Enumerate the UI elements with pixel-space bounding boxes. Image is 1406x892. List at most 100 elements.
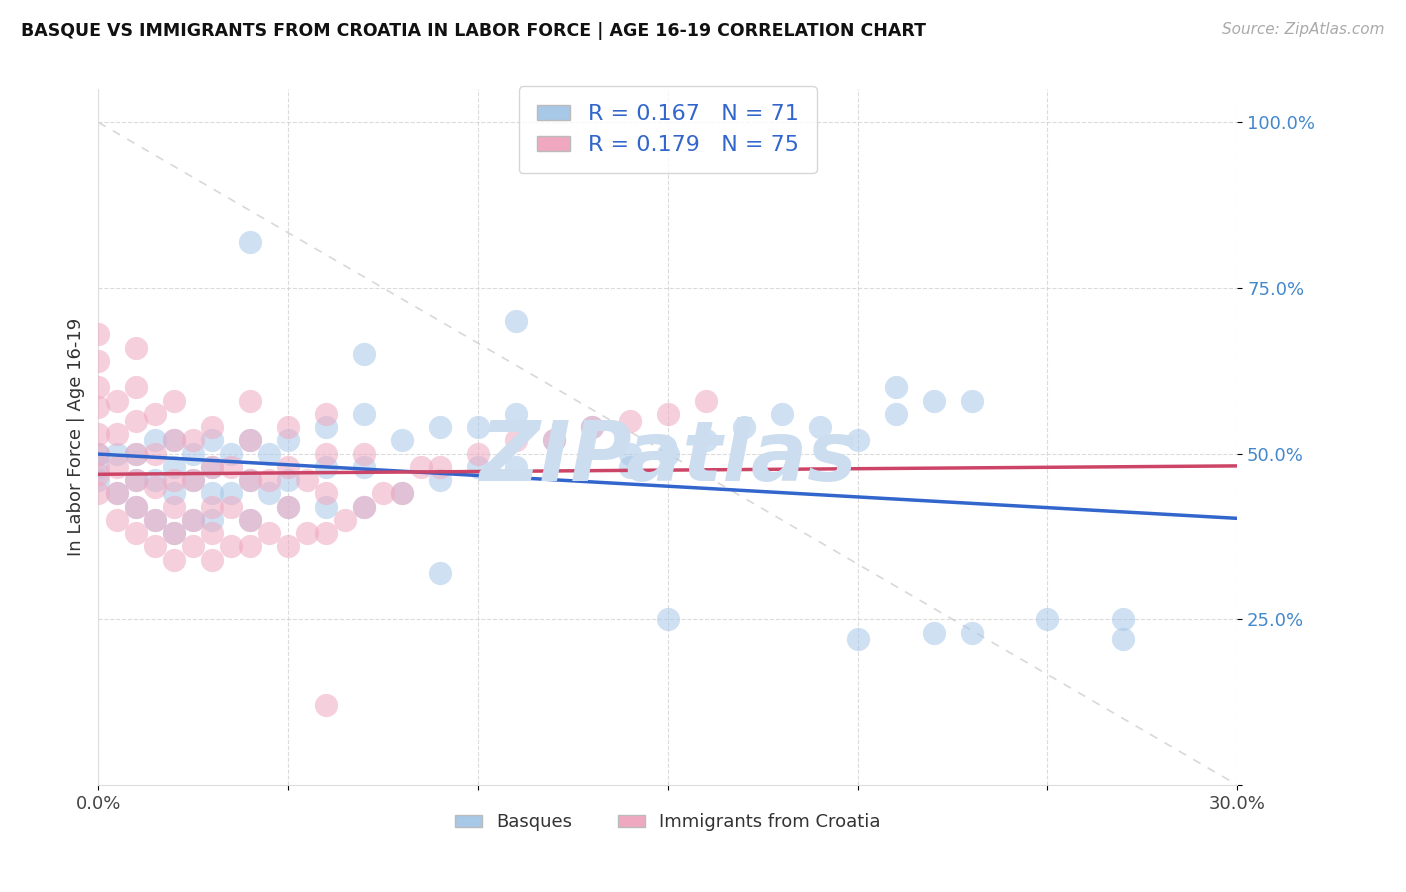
Point [733, 420, 755, 434]
Point [145, 513, 167, 527]
Point [107, 447, 129, 461]
Point [163, 434, 186, 448]
Point [353, 447, 375, 461]
Point [107, 513, 129, 527]
Point [163, 459, 186, 474]
Point [145, 480, 167, 494]
Point [429, 566, 451, 580]
Point [391, 486, 413, 500]
Point [221, 540, 243, 554]
Point [163, 393, 186, 408]
Point [145, 434, 167, 448]
Point [145, 540, 167, 554]
Point [960, 393, 983, 408]
Point [125, 447, 148, 461]
Point [87, 486, 110, 500]
Point [239, 473, 262, 487]
Point [107, 426, 129, 441]
Point [125, 380, 148, 394]
Point [239, 393, 262, 408]
Point [183, 513, 205, 527]
Point [259, 473, 281, 487]
Point [239, 540, 262, 554]
Point [619, 459, 641, 474]
Point [505, 459, 527, 474]
Point [277, 459, 299, 474]
Point [315, 526, 337, 541]
Point [163, 434, 186, 448]
Point [145, 473, 167, 487]
Point [201, 434, 224, 448]
Point [884, 380, 907, 394]
Point [183, 447, 205, 461]
Point [277, 434, 299, 448]
Point [770, 407, 793, 421]
Point [87, 327, 110, 342]
Point [87, 473, 110, 487]
Point [125, 473, 148, 487]
Point [201, 459, 224, 474]
Point [846, 434, 869, 448]
Point [1112, 612, 1135, 626]
Point [107, 486, 129, 500]
Point [505, 407, 527, 421]
Point [163, 526, 186, 541]
Point [239, 434, 262, 448]
Point [201, 526, 224, 541]
Point [429, 420, 451, 434]
Point [922, 393, 945, 408]
Legend: Basques, Immigrants from Croatia: Basques, Immigrants from Croatia [447, 806, 889, 838]
Point [657, 407, 679, 421]
Point [239, 434, 262, 448]
Point [221, 447, 243, 461]
Point [259, 486, 281, 500]
Point [315, 459, 337, 474]
Point [315, 500, 337, 514]
Point [353, 500, 375, 514]
Point [239, 513, 262, 527]
Point [163, 552, 186, 566]
Point [619, 413, 641, 427]
Point [467, 459, 489, 474]
Point [125, 500, 148, 514]
Point [277, 420, 299, 434]
Point [145, 447, 167, 461]
Point [505, 314, 527, 328]
Point [353, 459, 375, 474]
Point [315, 420, 337, 434]
Point [277, 540, 299, 554]
Point [353, 500, 375, 514]
Point [846, 632, 869, 647]
Point [107, 393, 129, 408]
Point [808, 420, 831, 434]
Y-axis label: In Labor Force | Age 16-19: In Labor Force | Age 16-19 [66, 318, 84, 557]
Point [467, 447, 489, 461]
Point [87, 354, 110, 368]
Point [183, 473, 205, 487]
Point [201, 500, 224, 514]
Point [125, 473, 148, 487]
Point [183, 540, 205, 554]
Point [1112, 632, 1135, 647]
Point [87, 459, 110, 474]
Point [221, 486, 243, 500]
Text: Source: ZipAtlas.com: Source: ZipAtlas.com [1222, 22, 1385, 37]
Point [183, 513, 205, 527]
Point [315, 447, 337, 461]
Point [581, 420, 603, 434]
Point [183, 434, 205, 448]
Point [125, 500, 148, 514]
Point [201, 552, 224, 566]
Point [163, 500, 186, 514]
Point [505, 434, 527, 448]
Point [657, 447, 679, 461]
Point [201, 513, 224, 527]
Point [315, 407, 337, 421]
Point [145, 407, 167, 421]
Point [107, 486, 129, 500]
Point [1036, 612, 1059, 626]
Point [391, 486, 413, 500]
Point [87, 380, 110, 394]
Point [619, 447, 641, 461]
Point [695, 393, 717, 408]
